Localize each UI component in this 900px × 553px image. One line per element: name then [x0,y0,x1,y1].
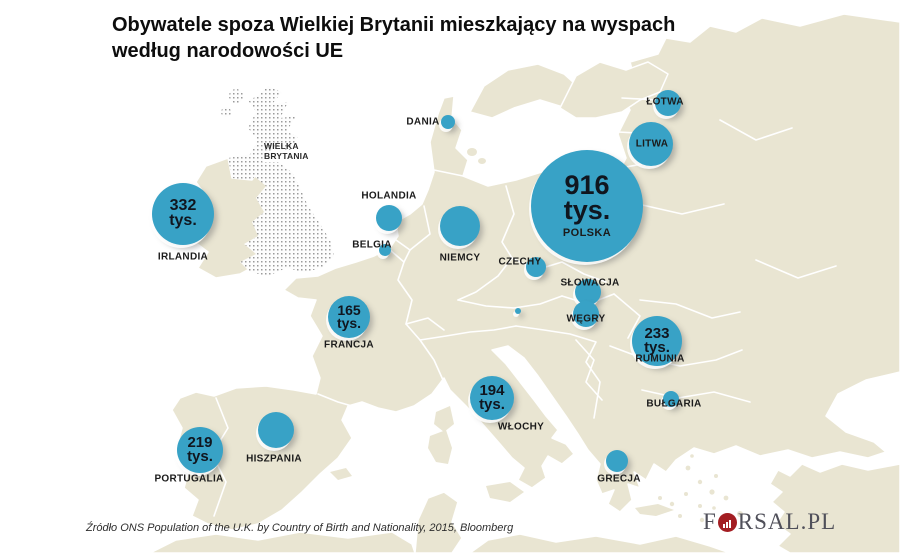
sicily [486,482,524,502]
mallorca [330,468,352,480]
corsica [434,406,454,432]
northern-ireland-dotted [228,154,262,180]
source-note: Źródło ONS Population of the U.K. by Cou… [86,522,514,534]
chart-title: Obywatele spoza Wielkiej Brytanii mieszk… [112,12,675,65]
great-britain-dotted [240,86,334,276]
crete [635,504,674,516]
sweden-south [559,61,669,119]
country-borders [211,97,837,517]
uk-label-line1: WIELKA [264,141,299,151]
zealand [467,148,477,156]
logo-suffix: RSAL.PL [737,509,837,534]
label-wielka-brytania: WIELKA BRYTANIA [264,141,309,161]
north-africa [149,531,416,553]
north-africa-east [469,533,731,553]
hebrides-dotted [229,89,243,103]
gotland [595,91,601,103]
hebrides-dotted-2 [221,107,231,117]
turkey [769,463,900,553]
title-line2: według narodowości UE [112,40,344,63]
sardinia [428,430,452,464]
title-line1: Obywatele spoza Wielkiej Brytanii mieszk… [112,14,676,36]
uk-label-line2: BRYTANIA [264,151,309,162]
logo-barchart-icon [717,512,737,532]
forsal-logo: F RSAL.PL [703,509,836,535]
funen [478,158,486,164]
logo-prefix: F [703,509,717,534]
aegean-islands [658,454,743,523]
tunisia [414,491,463,553]
